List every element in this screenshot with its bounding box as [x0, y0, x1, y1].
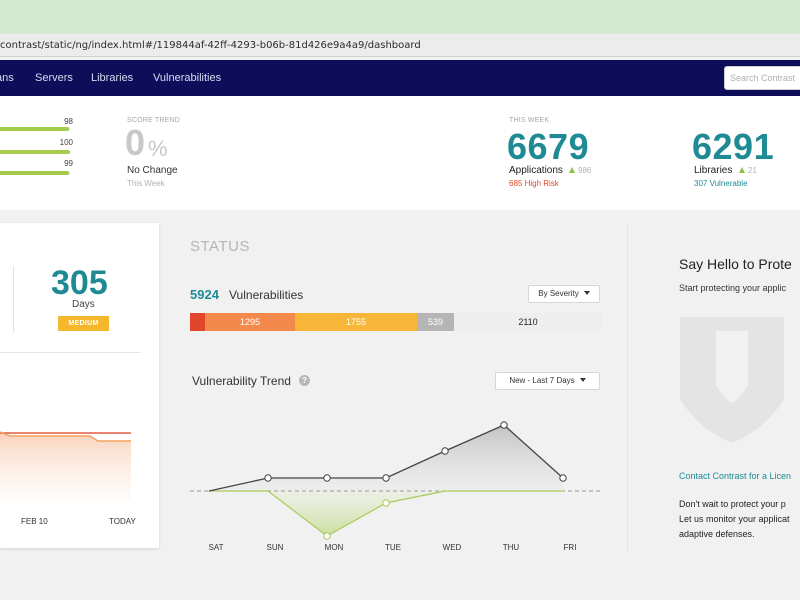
this-week-label: THIS WEEK	[509, 117, 550, 124]
promo-body-line: adaptive defenses.	[679, 529, 755, 539]
summary-band	[0, 96, 800, 210]
exposure-trend-chart	[0, 431, 131, 500]
sort-dropdown-value: By Severity	[538, 289, 579, 298]
card-divider	[13, 266, 14, 333]
day-label: WED	[442, 543, 462, 552]
top-navbar: ans Servers Libraries Vulnerabilities	[0, 60, 800, 96]
score-bar	[0, 127, 70, 131]
fixed-vulns-area	[268, 491, 445, 536]
data-point[interactable]	[382, 499, 390, 507]
help-icon[interactable]: ?	[299, 375, 310, 386]
exposure-axis-end: TODAY	[109, 517, 136, 526]
day-label: SUN	[266, 543, 284, 552]
severity-bar: 1295 1755 539 2110	[190, 313, 602, 331]
score-bar-fill	[0, 127, 69, 131]
promo-body-line: Don't wait to protect your p	[679, 499, 786, 509]
search-input[interactable]	[724, 66, 800, 90]
vulnerability-trend-chart	[190, 421, 602, 540]
range-dropdown-value: New - Last 7 Days	[509, 376, 575, 385]
data-point[interactable]	[264, 474, 272, 482]
exposure-days-value: 305	[51, 264, 108, 302]
score-bar-fill	[0, 150, 70, 154]
exposure-axis-start: FEB 10	[21, 517, 48, 526]
promo-body-line: Let us monitor your applicat	[679, 514, 790, 524]
vulnerability-count[interactable]: 5924	[190, 287, 219, 302]
new-vulns-area	[209, 425, 563, 491]
score-trend-label: SCORE TREND	[127, 117, 181, 124]
score-bar	[0, 150, 70, 154]
severity-segment-note[interactable]: 2110	[454, 313, 602, 331]
chevron-down-icon	[583, 291, 590, 295]
nav-item-libraries[interactable]: Libraries	[91, 72, 134, 84]
exposure-line-orange	[0, 431, 131, 442]
panel-divider	[627, 224, 628, 552]
score-trend-period: This Week	[127, 179, 165, 188]
applications-delta: 986	[569, 166, 591, 175]
data-point[interactable]	[323, 532, 331, 540]
score-bar-fill	[0, 171, 70, 175]
arrow-up-icon	[569, 167, 575, 173]
vulnerability-label: Vulnerabilities	[229, 288, 304, 302]
nav-item-servers[interactable]: Servers	[35, 72, 73, 84]
exposure-days-label: Days	[72, 299, 95, 310]
score-trend-unit: %	[148, 136, 168, 161]
day-label: MON	[324, 543, 344, 552]
card-separator	[0, 352, 141, 353]
data-point[interactable]	[500, 421, 508, 429]
score-value: 99	[64, 159, 73, 168]
libraries-delta: 21	[739, 166, 757, 175]
severity-segment-medium[interactable]: 1755	[295, 313, 417, 331]
contact-license-link[interactable]: Contact Contrast for a Licen	[679, 471, 792, 481]
libraries-count[interactable]: 6291	[692, 126, 775, 167]
promo-subtitle: Start protecting your applic	[679, 283, 787, 293]
shield-icon	[680, 317, 784, 443]
severity-segment-critical[interactable]	[190, 313, 205, 331]
arrow-up-icon	[739, 167, 745, 173]
severity-segment-high[interactable]: 1295	[205, 313, 295, 331]
status-title: STATUS	[190, 238, 250, 255]
libraries-label: Libraries	[694, 165, 733, 176]
severity-badge: MEDIUM	[58, 316, 109, 331]
applications-label: Applications	[509, 165, 563, 176]
score-trend-value: 0	[125, 122, 146, 163]
nav-item-vulnerabilities[interactable]: Vulnerabilities	[153, 72, 222, 84]
exposure-area	[0, 432, 131, 500]
chevron-down-icon	[579, 378, 586, 382]
range-dropdown[interactable]: New - Last 7 Days	[495, 372, 600, 390]
browser-tabstrip	[0, 0, 800, 34]
score-value: 100	[59, 138, 73, 147]
score-trend-status: No Change	[127, 165, 178, 176]
address-bar[interactable]: contrast/static/ng/index.html#/119844af-…	[0, 35, 800, 57]
libraries-vulnerable[interactable]: 307 Vulnerable	[694, 179, 748, 188]
applications-high-risk[interactable]: 685 High Risk	[509, 179, 559, 188]
sort-dropdown[interactable]: By Severity	[528, 285, 600, 303]
day-label: SAT	[208, 543, 224, 552]
day-label: TUE	[385, 543, 401, 552]
score-bar	[0, 171, 70, 175]
nav-item-applications[interactable]: ans	[0, 72, 14, 84]
data-point[interactable]	[441, 447, 449, 455]
severity-segment-low[interactable]: 539	[417, 313, 454, 331]
score-value: 98	[64, 117, 73, 126]
day-label: FRI	[563, 543, 577, 552]
applications-count[interactable]: 6679	[507, 126, 590, 167]
trend-title: Vulnerability Trend	[192, 374, 291, 388]
data-point[interactable]	[323, 474, 331, 482]
promo-title: Say Hello to Prote	[679, 256, 792, 272]
data-point[interactable]	[559, 474, 567, 482]
fixed-vulns-line	[209, 490, 563, 537]
day-label: THU	[502, 543, 520, 552]
data-point[interactable]	[382, 474, 390, 482]
